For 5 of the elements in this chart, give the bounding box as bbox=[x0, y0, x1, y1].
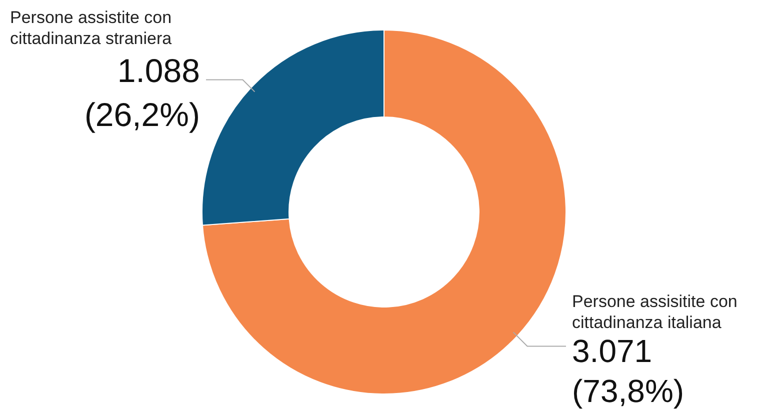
data-label: 1.088 (26,2%) bbox=[84, 52, 200, 133]
donut-slice bbox=[202, 30, 566, 394]
data-label: 3.071 (73,8%) bbox=[572, 333, 684, 409]
slice-label: Persone assisitite con cittadinanza italiana bbox=[572, 292, 738, 332]
slice-label: Persone assistite con cittadinanza straniera bbox=[10, 8, 172, 48]
